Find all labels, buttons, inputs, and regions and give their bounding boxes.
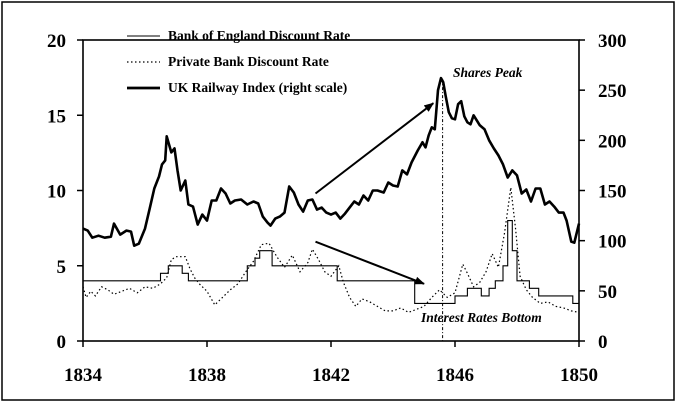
legend-label-private-bank: Private Bank Discount Rate (168, 54, 329, 69)
bank-of-england-rate-line (83, 220, 579, 304)
y-right-tick-label: 150 (598, 182, 627, 203)
x-tick-label: 1850 (560, 365, 598, 386)
shares-peak-label: Shares Peak (453, 65, 523, 80)
x-tick-label: 1838 (188, 365, 226, 386)
legend-label-uk-railway-index: UK Railway Index (right scale) (168, 80, 347, 95)
private-bank-rate-line (82, 187, 580, 314)
legend-label-bank-of-england: Bank of England Discount Rate (168, 28, 350, 43)
interest-rates-bottom-arrow (315, 240, 425, 285)
y-right-tick-label: 250 (598, 81, 627, 102)
y-left-tick-label: 15 (47, 106, 66, 127)
y-right-tick-label: 300 (598, 31, 627, 52)
y-right-tick-label: 50 (598, 282, 617, 303)
uk-railway-index-line (82, 76, 581, 247)
x-tick-label: 1846 (436, 365, 474, 386)
x-tick-label: 1842 (312, 365, 350, 386)
shares-peak-arrow (314, 102, 435, 195)
y-right-tick-label: 100 (598, 232, 627, 253)
y-left-tick-label: 10 (47, 182, 66, 203)
y-left-tick-label: 20 (47, 31, 66, 52)
annotation-layer: Shares Peak Interest Rates Bottom (314, 65, 542, 341)
y-left-tick-label: 0 (57, 332, 67, 353)
interest-rates-bottom-label: Interest Rates Bottom (420, 310, 542, 325)
series-layer (82, 76, 581, 314)
outer-border (1, 1, 675, 401)
legend: Bank of England Discount Rate Private Ba… (127, 28, 350, 95)
axis-ticks (77, 39, 585, 347)
y-left-tick-label: 5 (57, 257, 67, 278)
axis-tick-labels: 1834 1838 1842 1846 185005101520050100150200… (47, 31, 627, 386)
y-right-tick-label: 0 (598, 332, 608, 353)
x-tick-label: 1834 (64, 365, 103, 386)
y-right-tick-label: 200 (598, 131, 627, 152)
